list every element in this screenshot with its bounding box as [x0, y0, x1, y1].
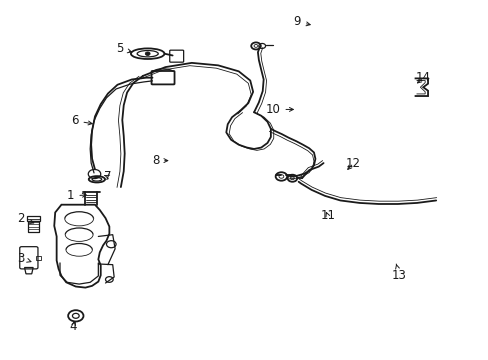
Text: 8: 8 [151, 154, 167, 167]
Text: 2: 2 [18, 212, 34, 225]
Text: 1: 1 [67, 189, 86, 202]
Text: 12: 12 [346, 157, 360, 170]
Bar [28, 221, 39, 232]
Circle shape [145, 52, 150, 55]
Text: 11: 11 [320, 210, 335, 222]
Text: 3: 3 [18, 252, 31, 265]
Text: 6: 6 [71, 114, 92, 127]
Bar [27, 216, 41, 221]
Text: 10: 10 [265, 103, 293, 116]
Text: 4: 4 [69, 320, 77, 333]
Text: 7: 7 [103, 170, 111, 183]
Text: 13: 13 [391, 264, 406, 283]
Bar [36, 256, 41, 260]
Text: 14: 14 [415, 71, 430, 84]
Text: 5: 5 [116, 42, 131, 55]
Text: 9: 9 [293, 15, 309, 28]
